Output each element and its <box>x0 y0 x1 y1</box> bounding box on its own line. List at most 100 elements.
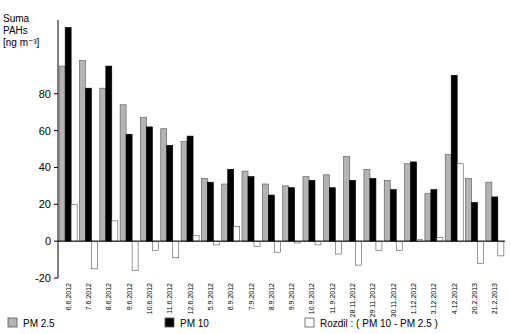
bar <box>112 221 118 241</box>
bar <box>213 241 219 245</box>
bar <box>315 241 321 245</box>
x-tick-label: 3.12.2012 <box>430 283 437 314</box>
y-label-line: PAHs <box>3 25 28 36</box>
x-tick-label: 21.2.2013 <box>491 283 498 314</box>
bar <box>370 178 376 241</box>
y-tick-label: -20 <box>35 272 51 284</box>
bar <box>65 27 71 241</box>
bar <box>85 88 91 241</box>
bar <box>466 178 472 241</box>
y-tick <box>54 204 58 205</box>
bar <box>457 164 463 241</box>
y-tick <box>54 130 58 131</box>
bar <box>350 180 356 241</box>
bar <box>344 156 350 241</box>
x-tick-label: 28.11.2012 <box>349 283 356 318</box>
bar <box>187 136 193 241</box>
legend-label: PM 10 <box>180 318 209 329</box>
bar <box>181 142 187 242</box>
x-tick-label: 10.9.2012 <box>308 283 315 314</box>
y-tick <box>54 278 58 279</box>
x-tick-label: 6.6.2012 <box>65 283 72 310</box>
bar <box>126 134 132 241</box>
x-tick-label: 4.12.2012 <box>451 283 458 314</box>
bar <box>79 61 85 242</box>
bar <box>167 145 173 241</box>
x-tick-label: 11.9.2012 <box>329 283 336 314</box>
bar <box>384 180 390 241</box>
bar <box>146 127 152 241</box>
y-tick <box>54 93 58 94</box>
bar <box>376 241 382 250</box>
x-tick-label: 8.6.2012 <box>105 283 112 310</box>
x-tick-label: 7.6.2012 <box>85 283 92 310</box>
x-tick-label: 30.11.2012 <box>390 283 397 318</box>
bar <box>309 180 315 241</box>
bar <box>356 241 362 265</box>
x-tick-label: 5.9.2012 <box>207 283 214 310</box>
x-tick-label: 7.9.2012 <box>248 283 255 310</box>
bar <box>201 178 207 241</box>
x-tick-label: 29.11.2012 <box>369 283 376 318</box>
y-tick-label: 60 <box>39 125 51 137</box>
bar <box>207 182 213 241</box>
bar <box>445 155 451 242</box>
bar <box>248 177 254 242</box>
bar <box>437 237 443 241</box>
y-label: SumaPAHs[ng m⁻³] <box>3 13 40 48</box>
bar <box>262 184 268 241</box>
bar <box>486 182 492 241</box>
bar <box>140 118 146 241</box>
bar <box>59 66 65 241</box>
bar <box>120 105 126 241</box>
bar <box>106 66 112 241</box>
y-label-line: [ng m⁻³] <box>3 37 40 48</box>
y-tick-label: 40 <box>39 161 51 173</box>
legend-label: PM 2.5 <box>23 318 55 329</box>
x-tick-label: 1.12.2012 <box>410 283 417 314</box>
bar <box>100 88 106 241</box>
bar <box>242 171 248 241</box>
bar <box>268 195 274 241</box>
bar <box>254 241 260 247</box>
bars <box>59 27 504 270</box>
legend-swatch <box>8 318 17 327</box>
bar <box>152 241 158 250</box>
y-tick-label: 80 <box>39 88 51 100</box>
x-tick-label: 11.6.2012 <box>166 283 173 314</box>
bar <box>323 175 329 241</box>
legend-swatch <box>165 318 174 327</box>
legend-label: Rozdil : ( PM 10 - PM 2.5 ) <box>320 318 438 329</box>
legend-swatch <box>305 318 314 327</box>
y-axis <box>58 20 59 278</box>
x-tick-label: 6.9.2012 <box>227 283 234 310</box>
bar <box>283 186 289 241</box>
bar <box>335 241 341 254</box>
bar <box>498 241 504 256</box>
bar <box>405 164 411 241</box>
bar <box>472 202 478 241</box>
y-tick-label: 20 <box>39 198 51 210</box>
x-axis <box>58 241 505 242</box>
bar <box>390 190 396 242</box>
x-tick-label: 8.9.2012 <box>268 283 275 310</box>
bar <box>303 177 309 242</box>
y-tick <box>54 241 58 242</box>
bar <box>222 184 228 241</box>
y-tick-label: 0 <box>45 235 51 247</box>
bar <box>274 241 280 252</box>
bar <box>71 204 77 241</box>
bar <box>396 241 402 250</box>
bar <box>411 162 417 241</box>
bar <box>431 190 437 242</box>
bar <box>364 169 370 241</box>
bar <box>132 241 138 270</box>
x-tick-label: 9.9.2012 <box>288 283 295 310</box>
bar <box>91 241 97 269</box>
chart: -20 0 20 40 60 80 SumaPAHs[ng m⁻³] 6.6.2012 7.6.… <box>0 0 511 334</box>
bar <box>161 129 167 241</box>
bar <box>193 236 199 242</box>
bar <box>234 226 240 241</box>
y-tick <box>54 167 58 168</box>
bar <box>329 188 335 241</box>
